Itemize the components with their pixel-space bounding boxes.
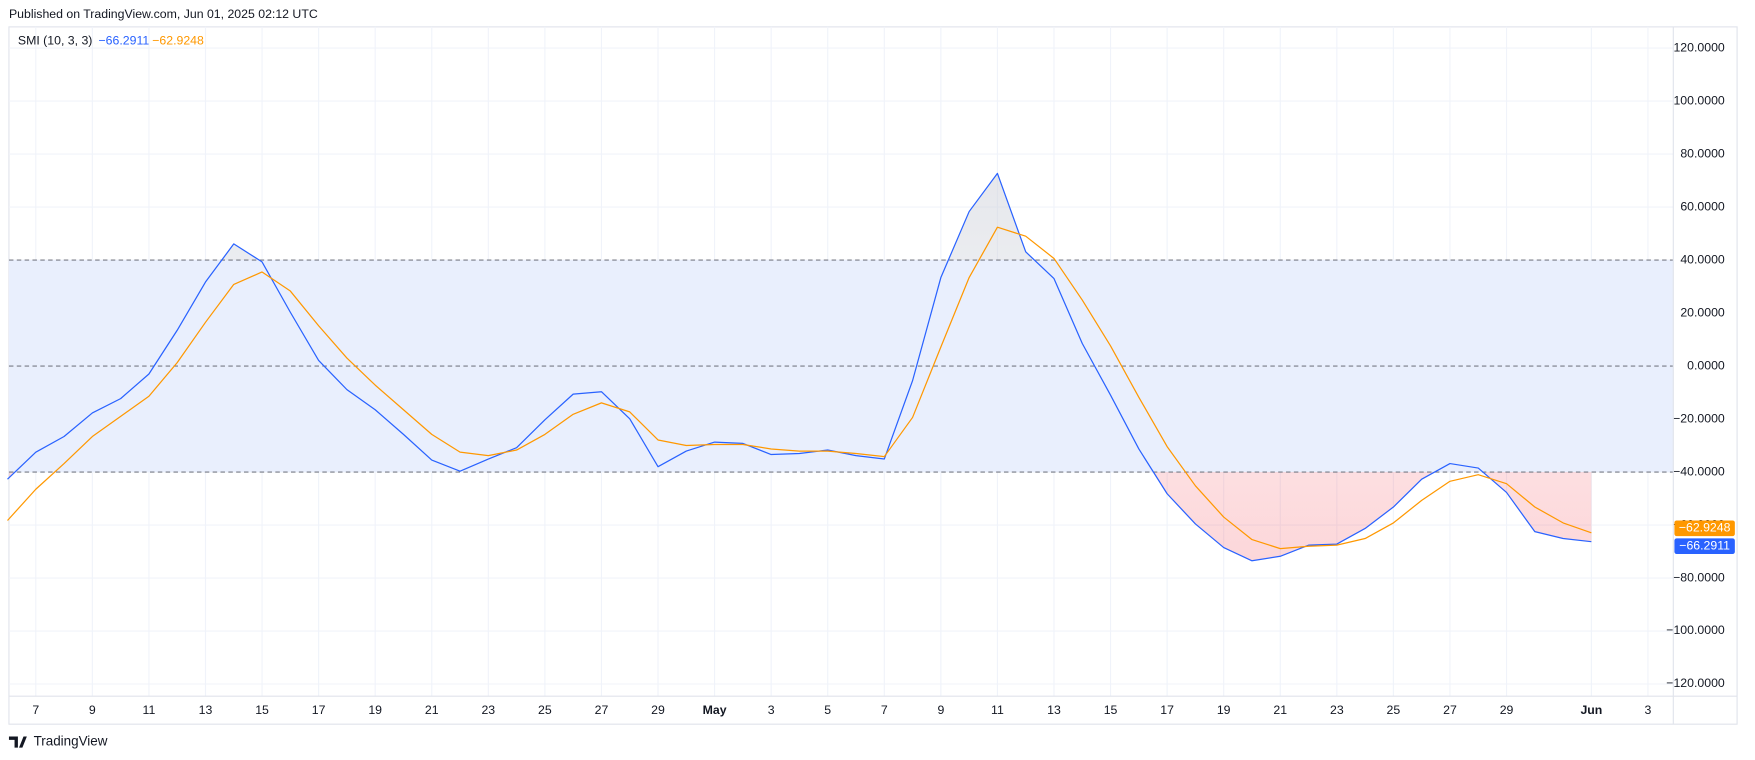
x-tick-label: 25	[1387, 703, 1401, 717]
y-tick-label: 120.0000	[1673, 40, 1724, 54]
x-tick-label: 19	[1217, 703, 1231, 717]
lines-layer	[7, 172, 1592, 562]
price-badge-label: −66.2911	[1679, 538, 1730, 552]
y-tick-label: −40.0000	[1673, 464, 1725, 478]
x-tick-label: 19	[368, 703, 382, 717]
x-tick-label: 29	[1500, 703, 1514, 717]
x-tick-label: 17	[1160, 703, 1174, 717]
x-tick-label: 21	[1273, 703, 1287, 717]
fill-layer	[8, 173, 1674, 561]
y-tick-label: 80.0000	[1680, 146, 1725, 160]
x-tick-label: 9	[89, 703, 96, 717]
logo-icon	[8, 736, 27, 748]
x-tick-label: 7	[32, 703, 39, 717]
x-tick-label: 15	[1104, 703, 1118, 717]
x-tick-label: 21	[425, 703, 439, 717]
y-tick-label: 60.0000	[1680, 199, 1725, 213]
tradingview-logo: TradingView	[8, 734, 108, 749]
x-tick-label: 15	[255, 703, 269, 717]
x-tick-label: 17	[312, 703, 326, 717]
price-badge-label: −62.9248	[1679, 521, 1731, 535]
y-tick-label: 100.0000	[1673, 93, 1724, 107]
x-tick-label: 25	[538, 703, 552, 717]
smi-line	[7, 226, 1592, 550]
y-tick-label: −100.0000	[1666, 623, 1725, 637]
x-tick-label: 3	[1645, 703, 1652, 717]
x-tick-label: May	[703, 703, 727, 717]
y-tick-label: 40.0000	[1680, 252, 1725, 266]
x-tick-label: 5	[824, 703, 831, 717]
x-tick-label: 29	[651, 703, 665, 717]
footer-brand: TradingView	[34, 734, 108, 749]
x-tick-label: 7	[881, 703, 888, 717]
x-tick-label: 13	[1047, 703, 1061, 717]
x-tick-label: 9	[937, 703, 944, 717]
x-tick-label: 27	[1443, 703, 1457, 717]
x-tick-label: 23	[1330, 703, 1344, 717]
x-tick-label: 23	[481, 703, 495, 717]
x-tick-label: 3	[768, 703, 775, 717]
x-tick-label: 13	[199, 703, 213, 717]
y-tick-label: 20.0000	[1680, 305, 1725, 319]
y-tick-label: 0.0000	[1687, 358, 1725, 372]
x-tick-label: 11	[991, 703, 1004, 717]
legend: SMI (10, 3, 3) −66.2911 −62.9248	[18, 34, 204, 48]
y-tick-label: −80.0000	[1673, 570, 1725, 584]
price-badge	[1674, 520, 1735, 537]
published-header: Published on TradingView.com, Jun 01, 20…	[9, 7, 318, 21]
indicator-title: SMI (10, 3, 3)	[18, 34, 92, 48]
axis-layer: 120.0000 100.0000 80.0000 60.0000 40.0000 20.…	[32, 40, 1735, 717]
x-tick-label: 11	[143, 703, 156, 717]
price-badge	[1674, 538, 1735, 555]
y-tick-label: −20.0000	[1673, 411, 1725, 425]
legend-value: −62.9248	[152, 34, 204, 48]
oversold-fill	[8, 472, 1592, 561]
y-tick-label: −120.0000	[1666, 676, 1725, 690]
legend-value: −66.2911	[98, 34, 149, 48]
x-tick-label: Jun	[1580, 703, 1602, 717]
x-tick-label: 27	[595, 703, 609, 717]
